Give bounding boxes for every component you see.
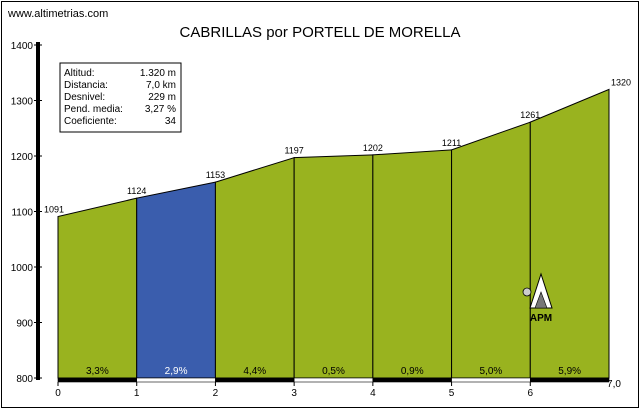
stats-value: 7,0 km [146, 80, 176, 91]
y-tick-label: 800 [16, 374, 33, 385]
x-axis-stripe [57, 377, 138, 383]
y-tick-label: 1200 [11, 152, 34, 163]
profile-segment [451, 121, 531, 379]
apm-marker: APM [522, 272, 553, 324]
y-tick-label: 1000 [11, 263, 34, 274]
stats-label: Desnivel: [64, 92, 105, 103]
site-url: www.altimetrias.com [7, 8, 108, 20]
stats-label: Altitud: [64, 68, 95, 79]
segment-gradient-label: 5,0% [480, 366, 503, 377]
profile-segment [529, 88, 610, 379]
x-tick-label: 6 [528, 388, 534, 399]
elevation-label: 1211 [442, 138, 461, 148]
elevation-label: 1261 [520, 110, 540, 120]
segment-gradient-label: 3,3% [86, 366, 109, 377]
x-axis-stripe [372, 377, 452, 383]
stats-label: Coeficiente: [64, 116, 117, 127]
x-axis-stripe [215, 377, 295, 383]
x-tick-label: 2 [213, 388, 219, 399]
chart-title: CABRILLAS por PORTELL DE MORELLA [180, 24, 461, 41]
x-axis-stripe [136, 377, 216, 383]
elevation-label: 1320 [611, 77, 631, 87]
x-axis-stripe [529, 377, 610, 383]
segment-gradient-label: 0,9% [401, 366, 424, 377]
stats-value: 34 [165, 116, 177, 127]
cyclist-icon [522, 287, 532, 297]
elevation-label: 1153 [206, 170, 225, 180]
segment-gradient-label: 5,9% [558, 366, 581, 377]
stats-label: Distancia: [64, 80, 108, 91]
elevation-label: 1091 [44, 204, 64, 214]
profile-segment [57, 197, 138, 379]
stats-box-frame [59, 62, 182, 133]
profile-areas [57, 88, 610, 379]
chart-labels: 3,3% 2,9% 4,4% 0,5% 0,9% 5,0% 5,9% 1091 1124 1153… [44, 77, 631, 377]
x-axis-stripe [451, 377, 531, 383]
stats-value: 229 m [148, 92, 176, 103]
profile-segment [293, 154, 374, 379]
segment-gradient-label: 0,5% [322, 366, 345, 377]
elevation-label: 1124 [127, 186, 146, 196]
stats-label: Pend. media: [64, 104, 123, 115]
profile-segment [136, 181, 216, 379]
stats-box: Altitud: 1.320 m Distancia: 7,0 km Desnivel:… [59, 62, 182, 133]
x-tick-label: 4 [370, 388, 376, 399]
stats-value: 3,27 % [145, 104, 176, 115]
apm-label: APM [530, 313, 552, 324]
y-tick-label: 900 [16, 319, 33, 330]
x-tick-label: 0 [55, 388, 61, 399]
stats-value: 1.320 m [140, 68, 176, 79]
x-axis-stripe [293, 377, 374, 383]
y-tick-label: 1100 [11, 208, 33, 219]
x-tick-label: 1 [134, 388, 140, 399]
y-tick-label: 1300 [11, 97, 34, 108]
segment-gradient-label: 4,4% [243, 366, 266, 377]
x-tick-label: 5 [449, 388, 455, 399]
profile-segment [372, 149, 453, 379]
x-tick-label: 3 [291, 388, 297, 399]
mountain-pass-icon-shade [534, 291, 548, 309]
elevation-label: 1202 [363, 143, 383, 153]
profile-segment [214, 156, 295, 379]
elevation-label: 1197 [284, 146, 303, 156]
segment-gradient-label: 2,9% [165, 366, 188, 377]
x-end-label: 7,0 [607, 379, 621, 390]
y-tick-label: 1400 [11, 41, 34, 52]
